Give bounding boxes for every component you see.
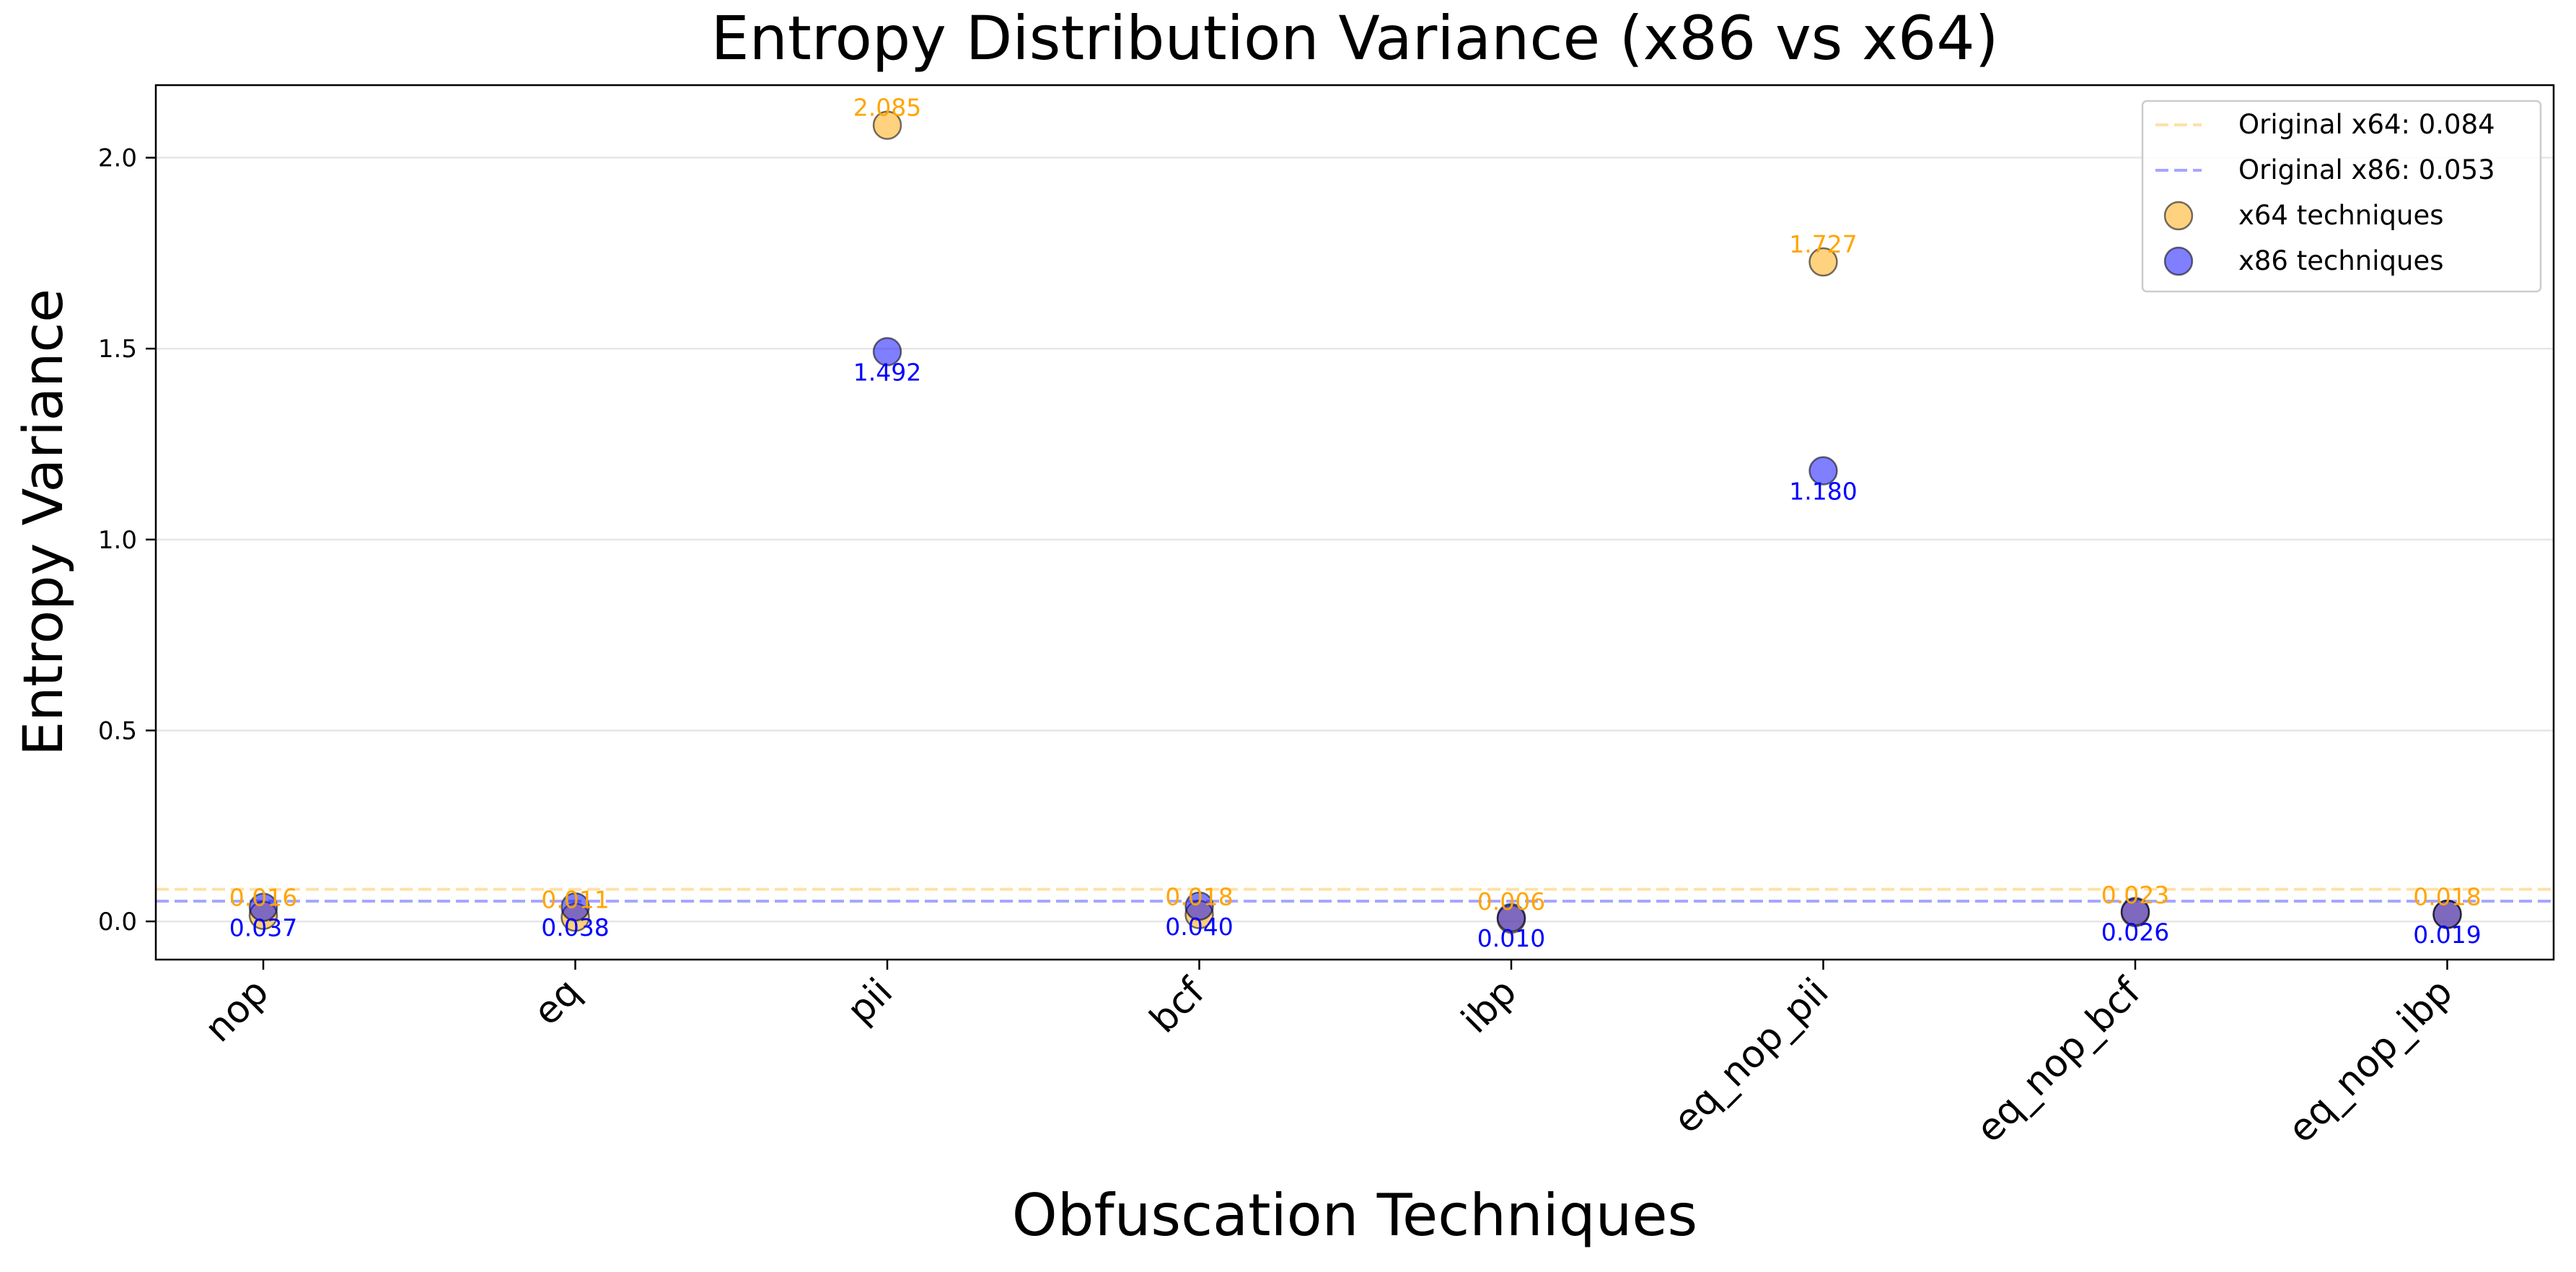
y-tick-label: 0.5 xyxy=(98,716,137,745)
data-label: 0.019 xyxy=(2413,921,2481,949)
data-label: 2.085 xyxy=(853,94,921,122)
data-point xyxy=(248,892,278,922)
data-label: 0.006 xyxy=(1477,887,1545,916)
legend-label: x86 techniques xyxy=(2238,245,2444,276)
data-label: 0.037 xyxy=(229,913,297,942)
data-point xyxy=(1496,903,1526,933)
legend-marker xyxy=(2163,201,2194,231)
data-label: 0.026 xyxy=(2101,918,2169,946)
legend-label: Original x86: 0.053 xyxy=(2238,154,2495,185)
data-label: 0.038 xyxy=(541,913,609,942)
y-axis-label: Entropy Variance xyxy=(11,289,75,756)
data-point xyxy=(561,892,590,922)
data-point xyxy=(2432,899,2462,929)
x-axis-label: Obfuscation Techniques xyxy=(1012,1182,1697,1249)
chart-title: Entropy Distribution Variance (x86 vs x6… xyxy=(711,3,1999,74)
data-label: 1.492 xyxy=(853,358,921,386)
data-label: 0.018 xyxy=(2413,883,2481,911)
y-tick-label: 1.5 xyxy=(98,335,137,364)
plot-area-frame xyxy=(154,84,2555,961)
data-label: 0.011 xyxy=(541,885,609,913)
legend-marker xyxy=(2163,246,2194,276)
y-tick-label: 2.0 xyxy=(98,144,137,173)
data-label: 0.023 xyxy=(2101,881,2169,909)
data-label: 1.180 xyxy=(1789,478,1857,506)
data-label: 1.727 xyxy=(1789,230,1857,258)
y-tick-label: 0.0 xyxy=(98,908,137,937)
legend-label: x64 techniques xyxy=(2238,200,2444,231)
data-point xyxy=(872,110,902,140)
data-point xyxy=(1184,891,1214,921)
legend: Original x64: 0.084 Original x86: 0.053 x6… xyxy=(2141,100,2542,293)
legend-box xyxy=(2141,100,2542,293)
data-point xyxy=(2120,897,2150,926)
data-label: 0.016 xyxy=(229,884,297,912)
data-point xyxy=(1808,247,1838,277)
legend-label: Original x64: 0.084 xyxy=(2238,109,2495,140)
data-point xyxy=(1808,456,1838,486)
data-label: 0.010 xyxy=(1477,924,1545,952)
y-tick-label: 1.0 xyxy=(98,526,137,555)
data-point xyxy=(872,337,902,367)
data-label: 0.018 xyxy=(1165,883,1233,911)
data-label: 0.040 xyxy=(1165,913,1233,941)
